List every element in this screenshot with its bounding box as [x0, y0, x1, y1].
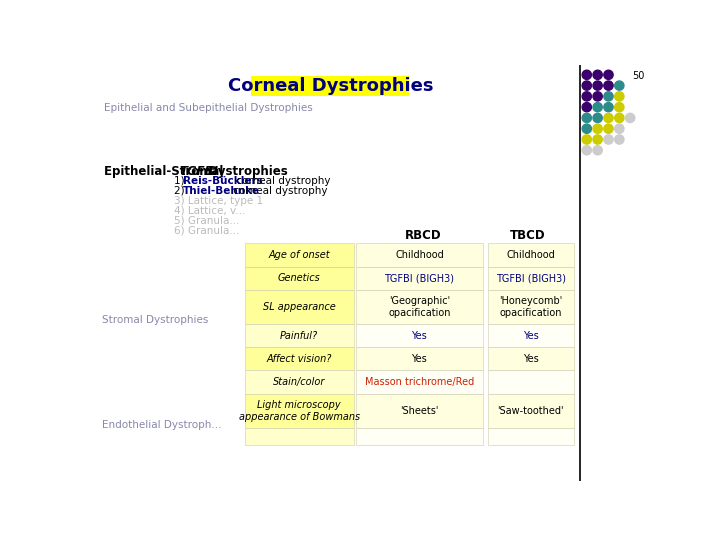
- Text: 3) Lattice, type 1: 3) Lattice, type 1: [174, 195, 263, 206]
- FancyBboxPatch shape: [487, 289, 574, 325]
- Circle shape: [593, 70, 602, 79]
- FancyBboxPatch shape: [487, 370, 574, 394]
- Text: Reis-Bücklers: Reis-Bücklers: [183, 176, 263, 186]
- Circle shape: [615, 135, 624, 144]
- Text: Yes: Yes: [412, 354, 427, 364]
- Text: Painful?: Painful?: [280, 331, 318, 341]
- FancyBboxPatch shape: [487, 267, 574, 289]
- Circle shape: [582, 81, 591, 90]
- Text: Light microscopy
appearance of Bowmans: Light microscopy appearance of Bowmans: [239, 400, 360, 422]
- FancyBboxPatch shape: [356, 347, 483, 370]
- Text: 50: 50: [633, 71, 645, 81]
- FancyBboxPatch shape: [356, 289, 483, 325]
- Text: Epithelial and Subepithelial Dystrophies: Epithelial and Subepithelial Dystrophies: [104, 103, 312, 113]
- Circle shape: [593, 135, 602, 144]
- Circle shape: [615, 113, 624, 123]
- Text: 'Saw-toothed': 'Saw-toothed': [498, 406, 564, 416]
- FancyBboxPatch shape: [245, 267, 354, 289]
- Text: 'Geographic'
opacification: 'Geographic' opacification: [388, 296, 451, 318]
- FancyBboxPatch shape: [356, 325, 483, 347]
- Circle shape: [593, 103, 602, 112]
- Text: Masson trichrome/Red: Masson trichrome/Red: [365, 377, 474, 387]
- Text: 4) Lattice, v...: 4) Lattice, v...: [174, 206, 246, 215]
- FancyBboxPatch shape: [487, 347, 574, 370]
- Text: corneal dystrophy: corneal dystrophy: [233, 176, 331, 186]
- Circle shape: [582, 70, 591, 79]
- Circle shape: [582, 124, 591, 133]
- Text: corneal dystrophy: corneal dystrophy: [230, 186, 327, 195]
- FancyBboxPatch shape: [245, 394, 354, 428]
- FancyBboxPatch shape: [251, 76, 409, 96]
- Text: TGFBI (BIGH3): TGFBI (BIGH3): [495, 273, 566, 283]
- Circle shape: [604, 113, 613, 123]
- FancyBboxPatch shape: [245, 370, 354, 394]
- FancyBboxPatch shape: [487, 394, 574, 428]
- FancyBboxPatch shape: [245, 428, 354, 445]
- Text: Genetics: Genetics: [278, 273, 320, 283]
- Text: TGFBI: TGFBI: [180, 165, 219, 178]
- Text: Thiel-Behnke: Thiel-Behnke: [183, 186, 260, 195]
- Text: RBCD: RBCD: [405, 229, 441, 242]
- FancyBboxPatch shape: [356, 267, 483, 289]
- Text: Affect vision?: Affect vision?: [266, 354, 332, 364]
- Circle shape: [593, 113, 602, 123]
- Text: Endothelial Dystroph...: Endothelial Dystroph...: [102, 420, 221, 430]
- Circle shape: [615, 92, 624, 101]
- Text: TGFBI (BIGH3): TGFBI (BIGH3): [384, 273, 454, 283]
- Text: 'Honeycomb'
opacification: 'Honeycomb' opacification: [499, 296, 562, 318]
- Circle shape: [604, 70, 613, 79]
- FancyBboxPatch shape: [245, 289, 354, 325]
- Text: Yes: Yes: [523, 354, 539, 364]
- Text: 'Sheets': 'Sheets': [400, 406, 438, 416]
- Text: 2): 2): [174, 186, 188, 195]
- FancyBboxPatch shape: [356, 428, 483, 445]
- Text: Yes: Yes: [523, 331, 539, 341]
- Circle shape: [604, 81, 613, 90]
- Circle shape: [604, 124, 613, 133]
- FancyBboxPatch shape: [487, 428, 574, 445]
- Text: Childhood: Childhood: [395, 250, 444, 260]
- FancyBboxPatch shape: [356, 394, 483, 428]
- Circle shape: [604, 103, 613, 112]
- Circle shape: [582, 146, 591, 155]
- Text: Yes: Yes: [412, 331, 427, 341]
- Text: Stain/color: Stain/color: [273, 377, 325, 387]
- Circle shape: [593, 146, 602, 155]
- FancyBboxPatch shape: [356, 244, 483, 267]
- Circle shape: [582, 92, 591, 101]
- Text: Epithelial-Stromal: Epithelial-Stromal: [104, 165, 228, 178]
- Text: Childhood: Childhood: [506, 250, 555, 260]
- Circle shape: [604, 135, 613, 144]
- FancyBboxPatch shape: [245, 347, 354, 370]
- Circle shape: [593, 92, 602, 101]
- Circle shape: [593, 81, 602, 90]
- Circle shape: [615, 103, 624, 112]
- Text: 1): 1): [174, 176, 188, 186]
- Circle shape: [582, 113, 591, 123]
- Text: TBCD: TBCD: [510, 229, 546, 242]
- FancyBboxPatch shape: [487, 244, 574, 267]
- FancyBboxPatch shape: [245, 244, 354, 267]
- Circle shape: [582, 103, 591, 112]
- Text: SL appearance: SL appearance: [263, 302, 336, 312]
- Circle shape: [582, 135, 591, 144]
- Circle shape: [626, 113, 635, 123]
- Circle shape: [615, 124, 624, 133]
- Text: Age of onset: Age of onset: [269, 250, 330, 260]
- FancyBboxPatch shape: [487, 325, 574, 347]
- Text: Corneal Dystrophies: Corneal Dystrophies: [228, 77, 433, 94]
- Text: 6) Granula...: 6) Granula...: [174, 226, 239, 236]
- Circle shape: [593, 124, 602, 133]
- Text: Stromal Dystrophies: Stromal Dystrophies: [102, 315, 208, 326]
- Text: Dystrophies: Dystrophies: [204, 165, 288, 178]
- Text: 5) Granula...: 5) Granula...: [174, 215, 239, 226]
- FancyBboxPatch shape: [245, 325, 354, 347]
- Circle shape: [615, 81, 624, 90]
- FancyBboxPatch shape: [356, 370, 483, 394]
- Circle shape: [604, 92, 613, 101]
